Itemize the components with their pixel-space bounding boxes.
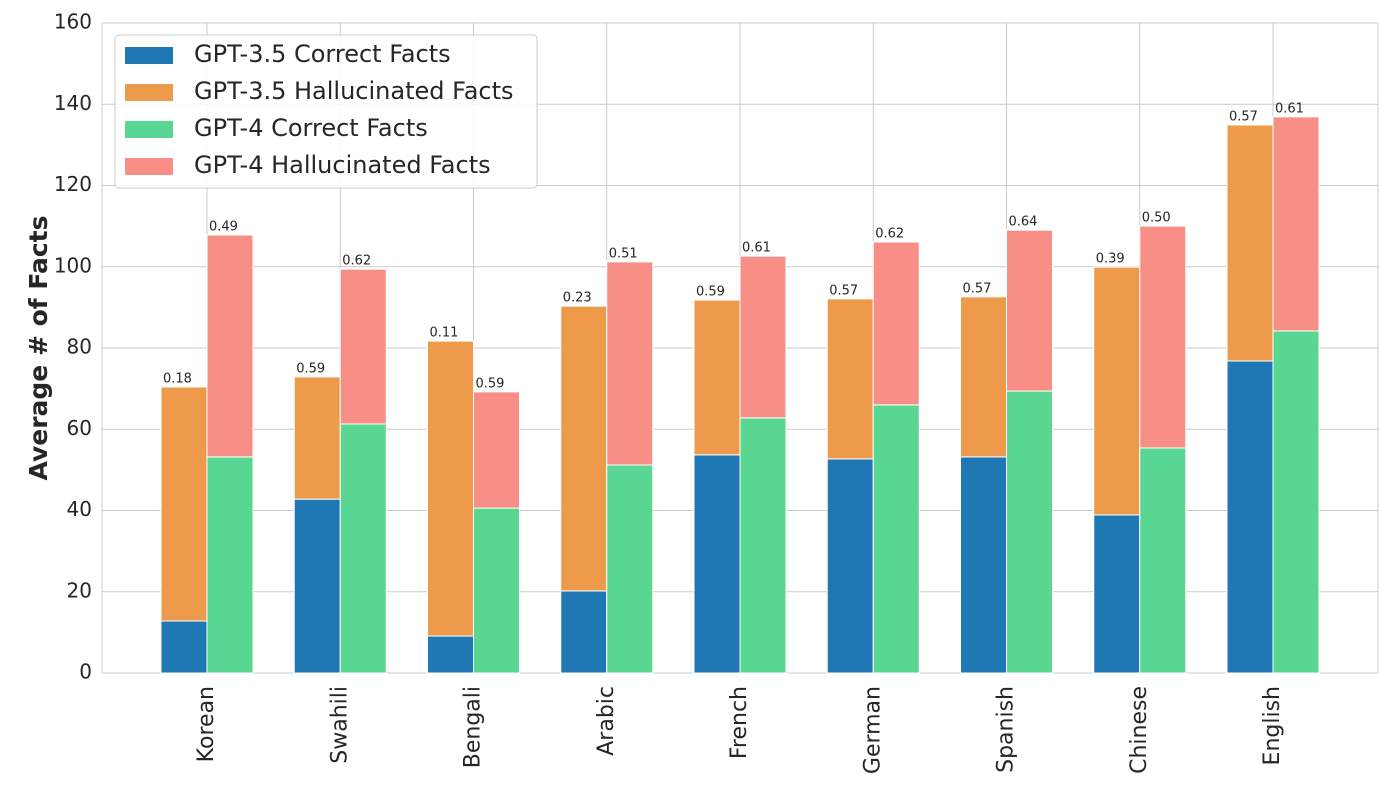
x-tick-label: Swahili (327, 686, 352, 764)
legend-label: GPT-3.5 Hallucinated Facts (194, 77, 514, 105)
bar-segment (339, 268, 387, 425)
bar-segment (1006, 229, 1053, 392)
legend: GPT-3.5 Correct Facts GPT-3.5 Hallucinate… (114, 34, 538, 189)
bar-segment (206, 234, 254, 458)
y-tick-label: 40 (67, 497, 92, 521)
y-tick-label: 140 (54, 91, 92, 115)
x-tick-label: Korean (194, 686, 219, 762)
bar-segment (872, 241, 920, 406)
bar-segment (739, 255, 787, 419)
bar-top-label: 0.49 (209, 220, 238, 235)
legend-label: GPT-4 Hallucinated Facts (194, 151, 491, 179)
bar-top-label: 0.59 (476, 376, 505, 391)
x-tick-label: Bengali (461, 686, 486, 768)
bar-top-label: 0.39 (1096, 252, 1125, 267)
bar-segment (560, 305, 608, 592)
bar-segment (1272, 330, 1320, 674)
bar-top-label: 0.50 (1142, 211, 1171, 226)
bar-segment (1226, 360, 1274, 674)
legend-frame (114, 34, 538, 189)
legend-swatch (125, 158, 173, 175)
y-tick-label: 160 (54, 10, 92, 34)
bar-segment (606, 464, 654, 674)
bar-top-label: 0.11 (430, 326, 459, 341)
bar-segment (1139, 447, 1187, 674)
bar-segment (473, 507, 520, 674)
bar-segment (1226, 124, 1274, 362)
bar-segment (560, 590, 608, 674)
bar-top-label: 0.64 (1009, 215, 1038, 230)
x-tick-label: French (727, 686, 752, 759)
bar-segment (693, 299, 741, 456)
bar-top-label: 0.59 (296, 361, 325, 376)
y-tick-label: 100 (54, 253, 92, 277)
legend-swatch (125, 84, 173, 101)
bar-segment (427, 635, 474, 674)
bar-segment (960, 456, 1007, 674)
y-axis-label: Average # of Facts (24, 215, 53, 480)
legend-label: GPT-3.5 Correct Facts (194, 40, 451, 68)
y-tick-label: 20 (67, 578, 92, 602)
x-tick-label: Chinese (1127, 686, 1152, 774)
bar-segment (206, 456, 254, 674)
bar-segment (339, 423, 387, 674)
y-tick-label: 120 (54, 172, 92, 196)
bar-top-label: 0.23 (563, 291, 592, 306)
x-tick-label: Spanish (994, 686, 1019, 773)
bar-top-label: 0.61 (742, 241, 771, 256)
bar-top-label: 0.62 (342, 254, 371, 269)
bar-segment (826, 298, 874, 460)
legend-swatch (125, 121, 173, 138)
legend-swatch (125, 47, 173, 64)
bar-segment (1006, 390, 1053, 674)
bar-segment (739, 417, 787, 674)
bar-segment (1272, 116, 1320, 332)
bar-top-label: 0.51 (609, 246, 638, 261)
bar-top-label: 0.18 (163, 372, 192, 387)
x-tick-label: Arabic (594, 686, 619, 756)
bar-segment (1139, 225, 1187, 449)
bar-top-label: 0.59 (696, 285, 725, 300)
bar-segment (293, 376, 341, 500)
bar-segment (1093, 514, 1141, 674)
bar-segment (160, 620, 208, 674)
bar-segment (427, 340, 474, 637)
bar-segment (872, 404, 920, 674)
bar-segment (293, 498, 341, 674)
bar-top-label: 0.62 (875, 226, 904, 241)
y-tick-label: 0 (79, 660, 92, 684)
x-tick-label: English (1260, 686, 1285, 765)
bar-top-label: 0.61 (1275, 101, 1304, 116)
bar-top-label: 0.57 (963, 281, 992, 296)
x-tick-label: German (860, 686, 885, 774)
legend-label: GPT-4 Correct Facts (194, 114, 428, 142)
bar-segment (606, 261, 654, 466)
bar-top-label: 0.57 (829, 283, 858, 298)
bar-segment (826, 458, 874, 674)
y-tick-label: 60 (67, 416, 92, 440)
bar-segment (960, 296, 1007, 458)
bar-segment (473, 391, 520, 509)
y-tick-label: 80 (67, 335, 92, 359)
bar-top-label: 0.57 (1229, 109, 1258, 124)
bar-segment (160, 386, 208, 622)
bar-segment (693, 454, 741, 674)
bar-segment (1093, 266, 1141, 516)
